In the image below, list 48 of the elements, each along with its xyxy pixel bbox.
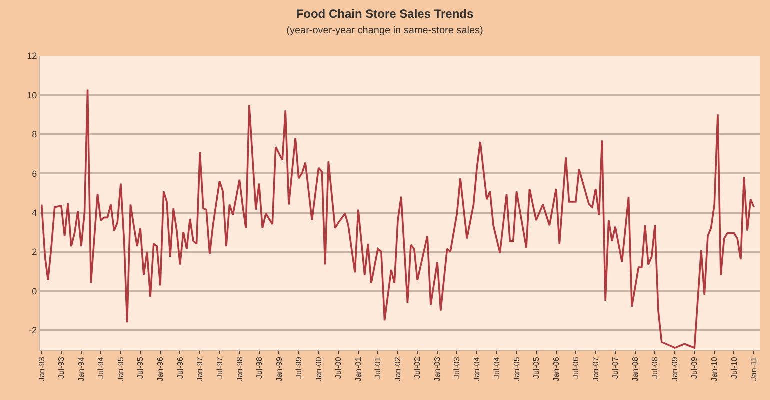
x-tick-label: Jul-07 bbox=[611, 356, 620, 379]
x-tick-label: Jan-94 bbox=[76, 356, 86, 382]
x-tick-label: Jan-06 bbox=[552, 356, 561, 382]
y-tick-label: 0 bbox=[32, 286, 38, 296]
y-tick-label: 6 bbox=[32, 168, 38, 179]
x-tick-label: Jan-04 bbox=[472, 356, 482, 382]
x-tick-label: Jul-00 bbox=[334, 356, 344, 379]
x-tick-label: Jan-11 bbox=[750, 356, 759, 382]
y-tick-label: 4 bbox=[32, 208, 38, 218]
line-series bbox=[40, 88, 756, 349]
x-tick-label: Jul-01 bbox=[374, 356, 383, 379]
x-tick-label: Jan-97 bbox=[196, 356, 205, 382]
x-tick-label: Jul-93 bbox=[57, 356, 66, 379]
x-tick-label: Jan-02 bbox=[394, 356, 403, 382]
x-tick-label: Jan-08 bbox=[631, 356, 640, 382]
x-tick-label: Jan-99 bbox=[274, 356, 284, 382]
x-tick-label: Jan-98 bbox=[235, 356, 244, 382]
chart-subtitle: (year-over-year change in same-store sales) bbox=[286, 26, 484, 37]
x-tick-label: Jan-09 bbox=[670, 356, 680, 382]
x-tick-label: Jul-09 bbox=[690, 356, 700, 379]
x-tick-label: Jan-07 bbox=[591, 356, 600, 382]
x-tick-label: Jan-01 bbox=[354, 356, 364, 382]
x-tick-label: Jul-06 bbox=[572, 356, 581, 379]
x-tick-label: Jan-10 bbox=[710, 356, 720, 382]
x-tick-label: Jul-08 bbox=[650, 356, 660, 379]
x-tick-label: Jul-05 bbox=[532, 356, 541, 379]
y-tick-label: 12 bbox=[27, 51, 38, 62]
y-tick-label: 2 bbox=[32, 247, 38, 258]
x-tick-label: Jul-02 bbox=[413, 356, 422, 379]
y-tick-label: 10 bbox=[27, 90, 38, 100]
x-tick-label: Jan-03 bbox=[433, 356, 442, 382]
x-tick-label: Jul-99 bbox=[294, 356, 304, 379]
x-tick-label: Jul-10 bbox=[730, 356, 739, 379]
x-tick-label: Jan-05 bbox=[512, 356, 522, 382]
x-tick-label: Jan-96 bbox=[156, 356, 166, 382]
x-tick-label: Jan-93 bbox=[37, 356, 46, 382]
y-tick-label: 8 bbox=[32, 130, 38, 140]
x-tick-label: Jul-97 bbox=[215, 356, 224, 379]
y-tick-label: -2 bbox=[29, 326, 38, 336]
x-tick-label: Jul-94 bbox=[96, 356, 106, 379]
x-tick-label: Jul-96 bbox=[176, 356, 185, 379]
x-tick-label: Jul-95 bbox=[136, 356, 146, 379]
x-tick-label: Jan-95 bbox=[116, 356, 126, 382]
x-tick-label: Jul-03 bbox=[452, 356, 462, 379]
chart-title: Food Chain Store Sales Trends bbox=[296, 7, 474, 21]
x-tick-label: Jul-98 bbox=[254, 356, 264, 379]
x-tick-label: Jul-04 bbox=[492, 356, 502, 379]
x-tick-label: Jan-00 bbox=[314, 356, 324, 382]
